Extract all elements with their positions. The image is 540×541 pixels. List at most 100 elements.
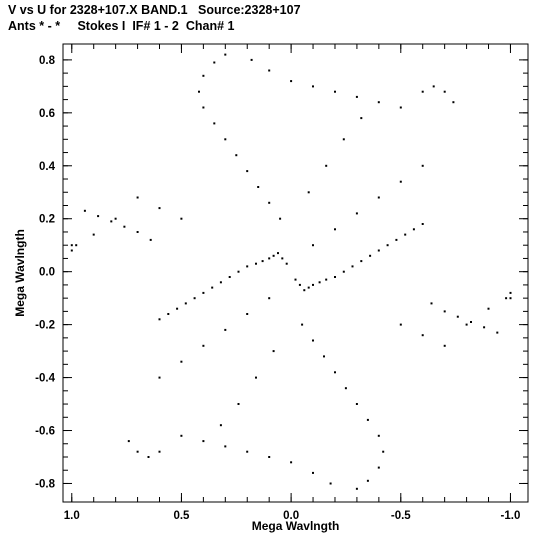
data-point [70,249,73,252]
data-point [487,307,490,310]
data-point [342,270,345,273]
data-point [366,418,369,421]
data-point [224,53,227,56]
data-point [377,249,380,252]
data-point [307,191,310,194]
data-point [193,297,196,300]
x-tick-label: 1.0 [64,510,80,522]
data-point [158,376,161,379]
data-point [318,281,321,284]
x-tick-label: -0.5 [391,510,411,522]
data-point [224,328,227,331]
data-point [355,403,358,405]
x-axis-label: Mega Wavlngth [252,519,340,533]
data-point [237,270,240,273]
data-point [246,313,249,315]
data-point [421,164,424,167]
data-point [70,244,73,247]
data-point [246,265,249,268]
data-point [509,291,512,294]
data-point [268,69,271,72]
data-point [198,90,200,93]
data-point [377,101,380,104]
data-point [342,138,345,141]
data-points [70,53,512,490]
data-point [303,289,306,292]
data-point [334,371,336,374]
data-point [421,90,424,93]
data-point [202,291,205,294]
data-point [382,450,385,453]
data-point [377,434,380,437]
data-point [149,238,152,241]
axis-ticks: 1.0 0.5 0.0 -0.5 -1.0 0.8 0.6 0.4 0.2 0.0 -0.2 -0.4… [35,44,528,522]
data-point [202,440,205,443]
data-point [219,281,222,284]
data-point [285,262,288,265]
data-point [360,117,363,120]
data-point [483,326,486,329]
data-point [147,456,150,458]
data-point [377,466,380,469]
data-point [334,90,336,93]
data-point [136,196,139,199]
data-point [202,74,205,77]
data-point [228,276,231,278]
y-tick-label: -0.8 [35,478,55,490]
data-point [202,344,205,347]
data-point [496,331,499,334]
data-point [123,225,126,228]
data-point [180,434,183,437]
data-point [224,445,227,448]
data-point [312,283,314,286]
data-point [281,257,284,260]
data-point [257,186,260,188]
data-point [505,297,508,300]
data-point [110,220,113,223]
y-axis-label: Mega Wavlngth [13,229,27,317]
data-point [237,403,240,405]
data-point [366,479,369,482]
data-point [136,231,139,233]
data-point [465,323,468,326]
plot-subtitle: Ants * - * Stokes I IF# 1 - 2 Chan# 1 [8,19,235,33]
data-point [430,302,433,305]
data-point [456,315,459,318]
y-tick-label: 0.4 [39,161,56,173]
plot-title: V vs U for 2328+107.X BAND.1 Source:2328… [8,3,301,17]
x-tick-label: 0.0 [283,510,299,522]
data-point [114,217,117,220]
data-point [377,196,380,199]
data-point [158,450,161,453]
data-point [421,334,424,337]
data-point [325,164,328,167]
data-point [97,215,100,218]
data-point [443,310,446,313]
data-point [83,209,86,212]
data-point [290,80,293,83]
data-point [351,265,354,268]
data-point [412,228,415,231]
data-point [136,450,139,453]
y-tick-label: -0.4 [35,373,55,385]
data-point [268,456,271,458]
y-tick-label: 0.8 [39,55,56,67]
data-point [158,207,161,210]
data-point [290,461,293,464]
data-point [255,376,257,379]
data-point [509,297,512,300]
data-point [452,101,455,104]
data-point [184,302,187,305]
data-point [180,360,183,363]
data-point [180,217,183,220]
data-point [312,471,314,474]
data-point [404,233,407,236]
data-point [470,321,472,323]
data-point [272,350,275,353]
y-tick-label: 0.2 [39,214,55,226]
data-point [329,482,332,485]
plot-frame [62,43,529,503]
data-point [279,217,282,220]
data-point [235,154,238,157]
